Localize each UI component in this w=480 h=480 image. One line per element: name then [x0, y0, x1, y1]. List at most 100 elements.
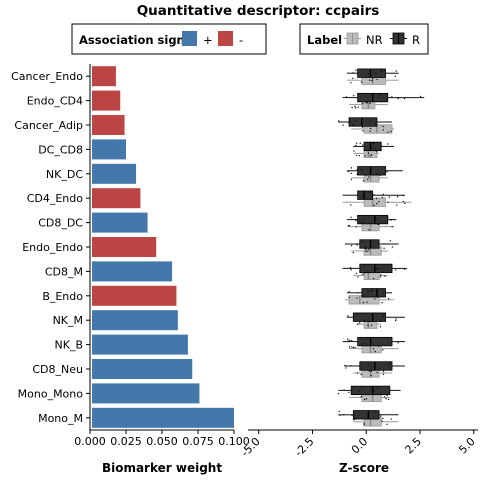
- bar-x-tick-label: 0.100: [218, 435, 250, 448]
- jitter-point: [386, 423, 388, 426]
- jitter-point: [355, 272, 357, 275]
- jitter-point: [372, 142, 375, 145]
- bar-x-axis-title: Biomarker weight: [102, 461, 222, 475]
- bar: [92, 383, 200, 404]
- bar-y-tick-label: Cancer_Endo: [11, 70, 83, 83]
- jitter-point: [348, 291, 350, 293]
- jitter-point: [357, 220, 360, 222]
- jitter-point: [367, 363, 370, 366]
- jitter-point: [361, 221, 363, 224]
- box-x-tick-label: -2.5: [292, 435, 316, 459]
- jitter-point: [387, 398, 390, 401]
- jitter-point: [365, 102, 367, 104]
- box-body: [357, 166, 386, 176]
- jitter-point: [395, 70, 397, 72]
- jitter-point: [347, 315, 349, 317]
- jitter-point: [363, 424, 365, 426]
- jitter-point: [383, 247, 385, 250]
- jitter-point: [354, 120, 357, 122]
- bar-y-tick-label: NK_B: [55, 339, 84, 352]
- jitter-point: [352, 72, 354, 74]
- jitter-point: [369, 79, 371, 81]
- legend-label-r: R: [412, 33, 420, 47]
- jitter-point: [347, 170, 350, 173]
- legend-label-title: Label: [307, 33, 342, 47]
- jitter-point: [396, 204, 398, 206]
- jitter-point: [380, 274, 382, 276]
- legend-key-r: [390, 32, 407, 45]
- jitter-point: [377, 96, 380, 99]
- jitter-point: [360, 81, 363, 83]
- jitter-point: [370, 154, 373, 156]
- jitter-point: [356, 323, 359, 325]
- box-r: [344, 361, 405, 371]
- jitter-point: [388, 196, 391, 198]
- jitter-point: [369, 120, 371, 123]
- jitter-point: [386, 394, 388, 397]
- jitter-point: [371, 77, 374, 80]
- box-x-tick-label: 2.5: [403, 435, 425, 457]
- jitter-point: [365, 248, 367, 250]
- box-r: [342, 336, 405, 347]
- jitter-point: [365, 398, 368, 400]
- jitter-point: [368, 229, 370, 231]
- jitter-point: [351, 346, 353, 348]
- jitter-point: [391, 225, 393, 228]
- jitter-point: [365, 250, 367, 252]
- jitter-point: [387, 201, 389, 203]
- jitter-point: [363, 218, 365, 220]
- jitter-point: [378, 94, 381, 96]
- jitter-point: [366, 178, 369, 181]
- box-body: [359, 239, 380, 249]
- jitter-point: [369, 102, 371, 105]
- jitter-point: [391, 246, 394, 248]
- box-r: [337, 385, 401, 396]
- jitter-point: [349, 266, 352, 269]
- bar-x-tick-label: 0.050: [146, 435, 178, 448]
- jitter-point: [362, 301, 365, 304]
- jitter-point: [379, 326, 382, 328]
- jitter-point: [356, 168, 358, 171]
- jitter-point: [396, 196, 399, 198]
- jitter-point: [338, 410, 340, 413]
- jitter-point: [394, 75, 397, 78]
- jitter-point: [357, 292, 359, 294]
- legend-swatch-minus: [218, 31, 233, 46]
- jitter-point: [350, 244, 353, 247]
- jitter-point: [366, 301, 368, 303]
- jitter-point: [395, 319, 397, 322]
- jitter-point: [382, 417, 384, 420]
- jitter-point: [345, 367, 347, 369]
- jitter-point: [356, 372, 359, 374]
- box-body: [363, 141, 382, 152]
- bar: [92, 66, 116, 87]
- jitter-point: [369, 127, 372, 130]
- jitter-point: [355, 142, 358, 144]
- box-body: [357, 336, 393, 347]
- legend-label-plus: +: [203, 33, 213, 47]
- jitter-point: [374, 350, 376, 353]
- bar-y-tick-label: Cancer_Adip: [14, 119, 83, 132]
- jitter-point: [379, 276, 382, 278]
- bar: [92, 285, 177, 306]
- jitter-point: [348, 340, 350, 342]
- jitter-point: [375, 72, 377, 74]
- jitter-point: [374, 411, 376, 413]
- legend-label-nr: NR: [366, 33, 383, 47]
- jitter-point: [369, 130, 371, 133]
- jitter-point: [355, 154, 358, 157]
- jitter-point: [383, 243, 385, 245]
- jitter-point: [352, 77, 354, 80]
- jitter-point: [356, 297, 358, 299]
- jitter-point: [380, 415, 382, 417]
- jitter-point: [363, 398, 366, 401]
- jitter-point: [367, 176, 370, 178]
- bar-x-tick-label: 0.000: [74, 435, 106, 448]
- jitter-point: [350, 269, 352, 271]
- bar-y-tick-label: DC_CD8: [38, 143, 83, 156]
- jitter-point: [372, 277, 375, 280]
- jitter-point: [373, 390, 375, 392]
- box-x-tick-label: 5.0: [456, 435, 478, 457]
- jitter-point: [350, 216, 352, 219]
